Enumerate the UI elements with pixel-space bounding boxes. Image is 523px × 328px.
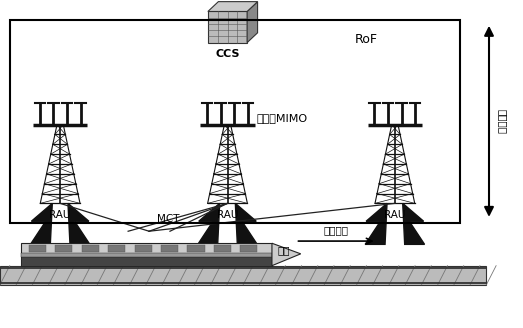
Polygon shape bbox=[235, 203, 257, 244]
Polygon shape bbox=[272, 243, 301, 266]
Text: RoF: RoF bbox=[355, 33, 378, 46]
Bar bbox=[55, 245, 72, 252]
Polygon shape bbox=[208, 2, 257, 11]
Polygon shape bbox=[68, 203, 90, 244]
Polygon shape bbox=[365, 203, 387, 244]
Bar bbox=[134, 245, 152, 252]
Bar bbox=[108, 245, 126, 252]
Polygon shape bbox=[403, 203, 425, 244]
Bar bbox=[29, 245, 46, 252]
Bar bbox=[82, 245, 99, 252]
Bar bbox=[21, 257, 272, 266]
Text: 大规模MIMO: 大规模MIMO bbox=[256, 113, 308, 123]
Bar bbox=[214, 245, 231, 252]
Polygon shape bbox=[30, 203, 52, 244]
Text: RAU: RAU bbox=[384, 210, 405, 220]
Text: CCS: CCS bbox=[215, 49, 240, 59]
Text: RAU: RAU bbox=[217, 210, 238, 220]
Bar bbox=[0, 266, 486, 285]
Text: MCT: MCT bbox=[157, 214, 179, 224]
Text: RAU: RAU bbox=[50, 210, 71, 220]
Bar bbox=[10, 20, 460, 223]
Text: 车地通信: 车地通信 bbox=[497, 109, 507, 134]
Bar bbox=[208, 11, 247, 43]
Bar bbox=[240, 245, 257, 252]
Bar bbox=[187, 245, 204, 252]
Text: 行驶方向: 行驶方向 bbox=[324, 225, 348, 235]
Bar bbox=[21, 243, 272, 266]
Text: 高鐵: 高鐵 bbox=[277, 245, 290, 255]
Bar bbox=[21, 253, 272, 257]
Polygon shape bbox=[198, 203, 220, 244]
Bar bbox=[161, 245, 178, 252]
Polygon shape bbox=[247, 2, 257, 43]
